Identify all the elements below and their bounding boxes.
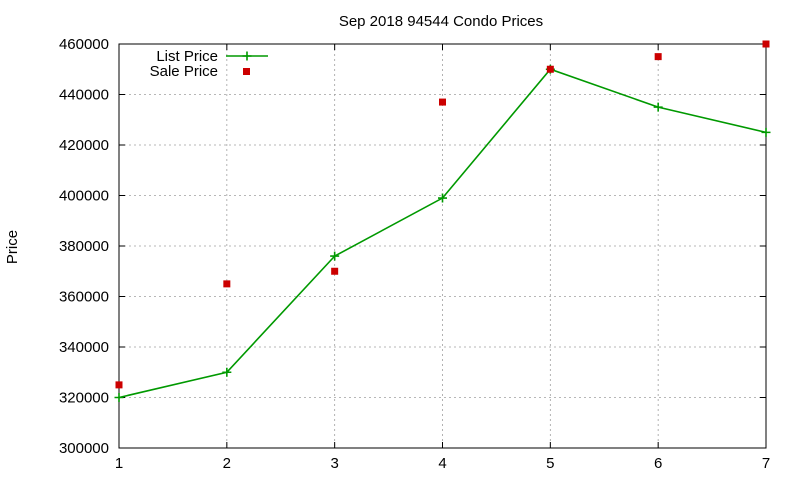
x-tick-label: 1 bbox=[115, 455, 123, 472]
legend-label-list-price: List Price bbox=[156, 48, 218, 65]
y-tick-label: 340000 bbox=[59, 339, 109, 356]
grid-lines bbox=[119, 44, 766, 448]
x-tick-label: 4 bbox=[438, 455, 446, 472]
legend-marker-sale-price bbox=[243, 68, 250, 75]
sale-price-point bbox=[654, 53, 662, 61]
series-layer bbox=[114, 40, 771, 402]
sale-price-point bbox=[762, 40, 770, 48]
y-tick-label: 440000 bbox=[59, 87, 109, 104]
legend-label-sale-price: Sale Price bbox=[150, 63, 218, 80]
y-tick-label: 400000 bbox=[59, 188, 109, 205]
list-price-point bbox=[653, 102, 663, 112]
legend-marker-list-price bbox=[242, 51, 252, 61]
list-price-point bbox=[330, 251, 340, 261]
y-tick-label: 420000 bbox=[59, 137, 109, 154]
y-tick-label: 380000 bbox=[59, 238, 109, 255]
list-price-point bbox=[114, 393, 124, 402]
x-tick-label: 5 bbox=[546, 455, 554, 472]
x-tick-label: 6 bbox=[654, 455, 662, 472]
list-price-point bbox=[222, 367, 232, 377]
y-axis-label: Price bbox=[4, 230, 21, 264]
list-price-line bbox=[118, 68, 767, 399]
list-price-point bbox=[761, 127, 771, 137]
chart-title: Sep 2018 94544 Condo Prices bbox=[339, 13, 543, 30]
sale-price-point bbox=[546, 65, 554, 73]
x-tick-label: 3 bbox=[330, 455, 338, 472]
list-price-point bbox=[438, 193, 447, 203]
y-tick-label: 320000 bbox=[59, 390, 109, 407]
legend: List Price Sale Price bbox=[150, 48, 268, 80]
axis-ticks: 300000 320000 340000 360000 380000 400000 4200… bbox=[59, 36, 770, 472]
y-tick-label: 300000 bbox=[59, 440, 109, 457]
x-tick-label: 7 bbox=[762, 455, 770, 472]
x-tick-label: 2 bbox=[223, 455, 231, 472]
y-tick-label: 460000 bbox=[59, 36, 109, 53]
sale-price-point bbox=[331, 267, 339, 275]
y-tick-label: 360000 bbox=[59, 289, 109, 306]
sale-price-point bbox=[439, 98, 446, 106]
sale-price-point bbox=[115, 381, 123, 389]
sale-price-point bbox=[223, 280, 231, 288]
